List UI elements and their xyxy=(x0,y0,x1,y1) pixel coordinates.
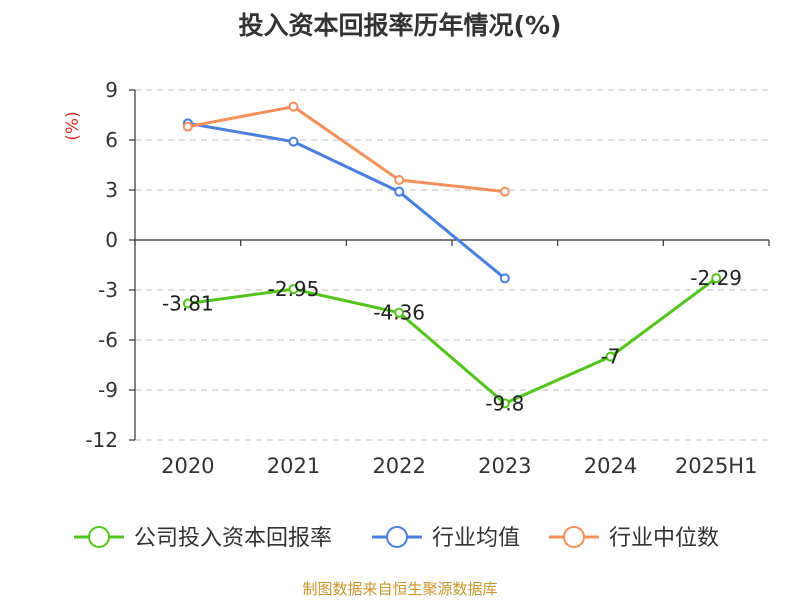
y-tick-label: -6 xyxy=(98,328,118,352)
data-point xyxy=(182,121,193,132)
data-point xyxy=(605,351,616,362)
y-tick-label: 9 xyxy=(105,78,118,102)
legend-marker xyxy=(563,526,585,548)
data-point xyxy=(394,307,405,318)
x-tick-label: 2021 xyxy=(267,454,320,478)
data-label: -3.81 xyxy=(162,292,214,316)
legend-item: 行业中位数 xyxy=(549,526,719,551)
data-point xyxy=(499,186,510,197)
data-point xyxy=(499,273,510,284)
y-tick-label: 6 xyxy=(105,128,118,152)
axes: 9 6 3 0 -3 -6 -9 -12 2020 2021 2022 2023 2024 2025H1 xyxy=(85,78,770,478)
x-tick-label: 2023 xyxy=(478,454,531,478)
data-labels: -3.81 -2.95 -4.36 -9.8 -7 -2.29 xyxy=(162,266,742,415)
legend-marker xyxy=(88,526,110,548)
series-line xyxy=(187,276,718,405)
data-point xyxy=(288,101,299,112)
data-label: -2.29 xyxy=(690,266,742,290)
legend-label: 行业均值 xyxy=(432,526,520,551)
series-line xyxy=(187,121,506,280)
series-line xyxy=(187,105,505,194)
data-point xyxy=(711,273,722,284)
y-tick-label: -3 xyxy=(98,278,118,302)
legend-item: 公司投入资本回报率 xyxy=(74,526,332,551)
x-tick-label: 2020 xyxy=(161,454,214,478)
data-point xyxy=(499,398,510,409)
data-point xyxy=(394,175,405,185)
data-label: -4.36 xyxy=(373,301,425,325)
series-lines xyxy=(182,101,722,409)
x-tick-label: 2025H1 xyxy=(675,454,758,478)
x-tick-label: 2022 xyxy=(372,454,425,478)
y-tick-label: -12 xyxy=(85,428,118,452)
y-tick-label: -9 xyxy=(98,378,118,402)
legend-label: 行业中位数 xyxy=(609,526,719,551)
x-tick-label: 2024 xyxy=(584,454,637,478)
data-label: -7 xyxy=(601,345,621,369)
data-label: -2.95 xyxy=(268,277,320,301)
legend: 公司投入资本回报率 行业均值 行业中位数 xyxy=(74,526,719,551)
data-point xyxy=(288,284,299,295)
source-note: 制图数据来自恒生聚源数据库 xyxy=(302,580,498,598)
legend-marker xyxy=(386,526,408,548)
grid-lines xyxy=(135,89,769,441)
data-label: -9.8 xyxy=(485,391,524,415)
data-point xyxy=(288,136,299,147)
chart-title: 投入资本回报率历年情况(%) xyxy=(238,11,562,40)
y-tick-label: 3 xyxy=(105,178,118,202)
legend-item: 行业均值 xyxy=(372,526,520,551)
legend-label: 公司投入资本回报率 xyxy=(134,526,332,551)
y-axis-label: (%) xyxy=(63,111,83,140)
data-point xyxy=(182,298,193,309)
data-point xyxy=(394,186,405,197)
y-tick-label: 0 xyxy=(105,228,118,252)
